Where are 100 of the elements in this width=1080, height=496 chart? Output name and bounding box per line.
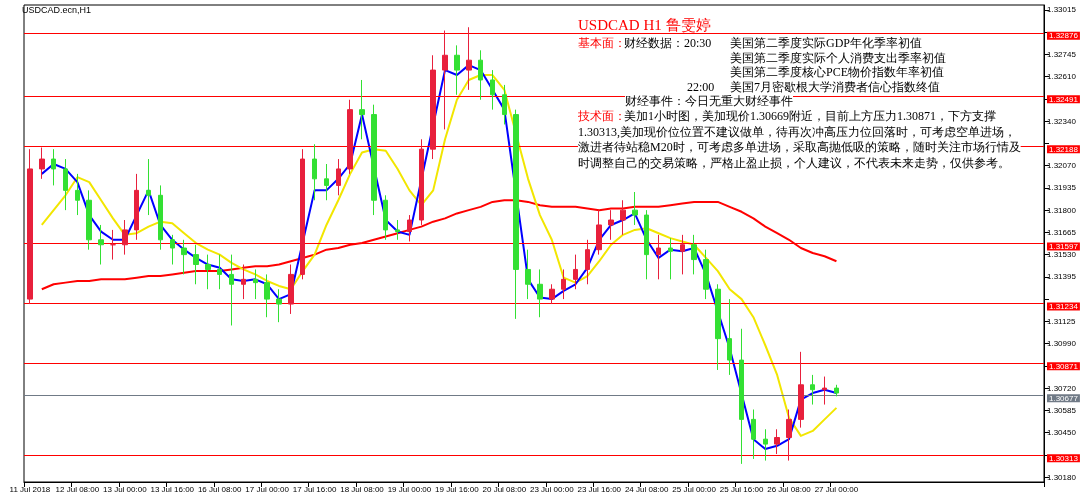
candlestick <box>774 428 780 455</box>
annotation: 美国第二季度实际GDP年化季率初值 <box>730 36 923 50</box>
candlestick <box>608 209 614 241</box>
y-tick-label: 1.31935 <box>1047 183 1077 193</box>
candlestick <box>632 191 638 226</box>
candlestick <box>739 328 744 465</box>
x-tick-label: 17 Jul 00:00 <box>245 484 290 494</box>
y-tick-label: 1.31395 <box>1047 272 1077 282</box>
candlestick <box>525 249 531 300</box>
ref-line-label: 1.32188 <box>1049 144 1079 154</box>
candlestick <box>680 234 685 275</box>
candlestick <box>668 237 673 280</box>
annotation: 激进者待站稳M20时，可考虑多单进场，采取高抛低吸的策略，随时关注市场行情及 <box>578 140 1021 154</box>
candlestick <box>27 148 33 305</box>
annotation: 1.30313,美加现价位位置不建议做单，待再次冲高压力位回落时，可考虑空单进场， <box>578 125 1016 139</box>
y-tick-label: 1.33015 <box>1047 5 1077 15</box>
candlestick <box>288 264 294 315</box>
candlestick <box>478 49 483 101</box>
candlestick <box>312 143 317 201</box>
y-tick-label: 1.31800 <box>1047 205 1077 215</box>
y-tick-label: 1.32070 <box>1047 161 1077 171</box>
candlestick <box>442 30 448 130</box>
chart-subtitle: USDCAD.ecn,H1 <box>22 4 92 15</box>
y-tick-label: 1.31530 <box>1047 250 1077 260</box>
candlestick <box>205 254 211 290</box>
candlestick <box>751 409 756 460</box>
candlestick <box>39 147 45 180</box>
candlestick <box>573 254 578 290</box>
candlestick <box>193 244 199 285</box>
candlestick <box>430 54 436 160</box>
ref-line-label: 1.32491 <box>1049 94 1079 104</box>
y-tick-label: 1.30990 <box>1047 339 1077 349</box>
x-tick-label: 16 Jul 08:00 <box>197 484 243 494</box>
candlestick <box>110 229 116 261</box>
annotation: 美国7月密歇根大学消费者信心指数终值 <box>730 80 940 94</box>
candlestick <box>502 84 507 125</box>
ref-line-label: 1.31234 <box>1049 301 1079 311</box>
candlestick <box>336 158 341 196</box>
x-tick-label: 19 Jul 16:00 <box>435 484 480 494</box>
x-tick-label: 26 Jul 08:00 <box>767 484 812 494</box>
candlestick <box>703 249 709 300</box>
candlestick <box>229 254 234 326</box>
candlestick <box>51 148 56 186</box>
candlestick <box>822 376 827 406</box>
candlestick <box>466 26 472 91</box>
annotation: 22:00 <box>687 80 715 94</box>
candlestick <box>763 428 768 462</box>
candlestick <box>146 158 151 216</box>
candlestick <box>620 199 626 236</box>
y-tick-label: 1.30450 <box>1047 428 1077 438</box>
y-tick-label: 1.32610 <box>1047 72 1077 82</box>
x-tick-label: 20 Jul 08:00 <box>482 484 527 494</box>
annotation: 财经数据：20:30 <box>624 36 712 50</box>
x-tick-label: 23 Jul 16:00 <box>577 484 622 494</box>
candlestick <box>276 288 282 323</box>
annotation: 美加1小时图，美加现价1.30669附近，目前上方压力1.30871，下方支撑 <box>624 109 996 123</box>
candlestick <box>549 283 555 305</box>
candlestick <box>170 234 175 266</box>
candlestick <box>727 298 732 376</box>
candlestick <box>98 224 104 266</box>
candlestick <box>63 158 68 211</box>
candlestick <box>537 268 543 318</box>
x-tick-label: 13 Jul 16:00 <box>150 484 195 494</box>
candlestick <box>359 79 365 140</box>
x-tick-label: 11 Jul 2018 <box>9 484 51 494</box>
candlestick <box>561 268 566 300</box>
x-tick-label: 27 Jul 00:00 <box>814 484 859 494</box>
ref-line-label: 1.30871 <box>1049 361 1079 371</box>
x-tick-label: 19 Jul 00:00 <box>387 484 432 494</box>
candlestick <box>75 173 80 216</box>
candlestick <box>407 214 412 242</box>
candlestick <box>656 234 661 280</box>
x-tick-label: 12 Jul 08:00 <box>55 484 100 494</box>
annotation: 时调整自己的交易策略，严格止盈止损，个人建议，不代表未来走势，仅供参考。 <box>578 156 1010 170</box>
candlestick <box>395 219 400 241</box>
candlestick <box>490 69 495 111</box>
x-tick-label: 24 Jul 08:00 <box>624 484 670 494</box>
candlestick <box>324 163 329 201</box>
candlestick <box>371 104 377 216</box>
candlestick <box>454 44 460 96</box>
x-tick-label: 17 Jul 16:00 <box>292 484 337 494</box>
ref-line-label: 1.32876 <box>1049 31 1079 41</box>
candlestick <box>158 184 163 251</box>
candlestick <box>86 189 92 251</box>
text: USDCAD H1 鲁雯婷 <box>578 16 711 33</box>
x-tick-label: 18 Jul 08:00 <box>340 484 385 494</box>
candlestick <box>253 268 258 300</box>
annotation: 美国第二季度实际个人消费支出季率初值 <box>730 51 946 65</box>
annotation: 美国第二季度核心PCE物价指数年率初值 <box>730 65 945 79</box>
x-tick-label: 13 Jul 00:00 <box>103 484 148 494</box>
candlestick <box>834 384 839 397</box>
candlestick <box>419 138 424 226</box>
candlestick <box>241 264 246 300</box>
candlestick <box>798 351 804 429</box>
y-tick-label: 1.31125 <box>1047 316 1076 326</box>
candlestick <box>715 283 721 371</box>
y-tick-label: 1.30180 <box>1047 472 1077 482</box>
candlestick <box>264 273 270 318</box>
candlestick <box>596 209 602 256</box>
candlestick <box>347 99 353 175</box>
